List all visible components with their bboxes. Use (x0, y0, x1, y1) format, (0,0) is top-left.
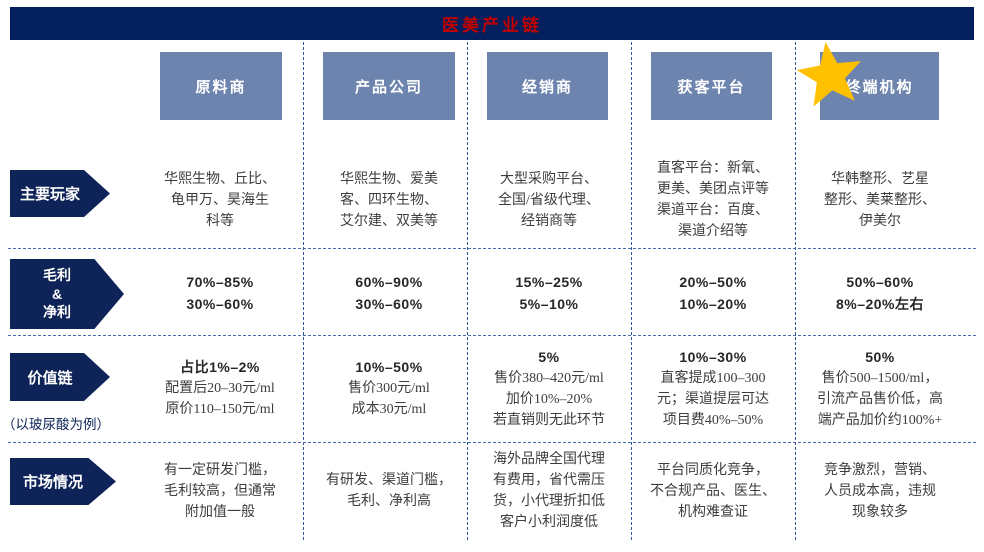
column-divider-4 (795, 42, 796, 540)
profit-cell-customer-platform: 20%–50% 10%–20% (679, 273, 747, 312)
value-detail: 配置后20–30元/ml 原价110–150元/ml (165, 381, 275, 417)
page-title: 医美产业链 (442, 16, 542, 35)
value-share: 5% (538, 348, 560, 365)
row-label-gross-net-profit: 毛利 & 净利 (10, 259, 124, 329)
market-cell-customer-platform: 平台同质化竞争， 不合规产品、医生、 机构难查证 (650, 462, 776, 520)
column-header-label: 原料商 (195, 78, 247, 96)
value-cell-product-company: 10%–50% 售价300元/ml 成本30元/ml (312, 337, 466, 440)
column-header-label: 经销商 (521, 78, 573, 96)
value-cell-raw-material: 占比1%–2% 配置后20–30元/ml 原价110–150元/ml (133, 337, 307, 440)
value-cell-distributor: 5% 售价380–420元/ml 加价10%–20% 若直销则无此环节 (471, 337, 627, 440)
value-share: 占比1%–2% (180, 359, 260, 375)
profit-cell-distributor: 15%–25% 5%–10% (515, 273, 583, 312)
value-detail: 直客提成100–300 元；渠道提层可达 项目费40%–50% (657, 370, 769, 428)
row-label-main-players: 主要玩家 (10, 170, 110, 217)
banner: 医美产业链 (10, 7, 974, 40)
value-detail: 售价380–420元/ml 加价10%–20% 若直销则无此环节 (493, 370, 605, 428)
star-icon (796, 42, 861, 107)
column-header-label: 终端机构 (845, 78, 914, 96)
profit-cell-raw-material: 70%–85% 30%–60% (186, 273, 254, 312)
value-share: 50% (865, 348, 895, 365)
market-cell-raw-material: 有一定研发门槛， 毛利较高，但通常 附加值一般 (164, 462, 276, 520)
value-detail: 售价300元/ml 成本30元/ml (348, 381, 430, 417)
players-cell-raw-material: 华熙生物、丘比、 龟甲万、昊海生 科等 (164, 171, 276, 229)
row-divider-2 (8, 335, 976, 336)
players-cell-customer-platform: 直客平台：新氧、 更美、美团点评等 渠道平台：百度、 渠道介绍等 (657, 161, 769, 239)
column-header-label: 产品公司 (354, 78, 423, 96)
column-header-product-company: 产品公司 (323, 52, 455, 120)
column-header-label: 获客平台 (677, 78, 746, 96)
value-share: 10%–30% (679, 348, 747, 365)
market-cell-product-company: 有研发、渠道门槛， 毛利、净利高 (326, 473, 452, 509)
column-divider-2 (467, 42, 468, 540)
value-chain-note: （以玻尿酸为例） (2, 417, 110, 432)
column-divider-1 (303, 42, 304, 540)
players-cell-distributor: 大型采购平台、 全国/省级代理、 经销商等 (498, 171, 600, 229)
column-header-distributor: 经销商 (487, 52, 608, 120)
row-label-value-chain: 价值链 (10, 353, 110, 401)
row-divider-3 (8, 442, 976, 443)
column-divider-3 (631, 42, 632, 540)
profit-cell-terminal-institution: 50%–60% 8%–20%左右 (835, 273, 925, 312)
market-cell-terminal-institution: 竞争激烈，营销、 人员成本高，违规 现象较多 (824, 462, 936, 520)
value-cell-terminal-institution: 50% 售价500–1500/ml， 引流产品售价低，高 端产品加价约100%+ (797, 337, 963, 440)
players-cell-terminal-institution: 华韩整形、艺星 整形、美莱整形、 伊美尔 (824, 171, 936, 229)
row-divider-1 (8, 248, 976, 249)
column-header-raw-material: 原料商 (160, 52, 282, 120)
market-cell-distributor: 海外品牌全国代理 有费用，省代需压 货，小代理折扣低 客户小利润度低 (493, 452, 605, 530)
profit-cell-product-company: 60%–90% 30%–60% (355, 273, 423, 312)
value-share: 10%–50% (355, 359, 423, 375)
value-cell-customer-platform: 10%–30% 直客提成100–300 元；渠道提层可达 项目费40%–50% (634, 337, 792, 440)
row-label-market-situation: 市场情况 (10, 458, 116, 505)
value-detail: 售价500–1500/ml， 引流产品售价低，高 端产品加价约100%+ (817, 370, 943, 428)
column-header-customer-platform: 获客平台 (651, 52, 772, 120)
players-cell-product-company: 华熙生物、爱美 客、四环生物、 艾尔建、双美等 (340, 171, 438, 229)
